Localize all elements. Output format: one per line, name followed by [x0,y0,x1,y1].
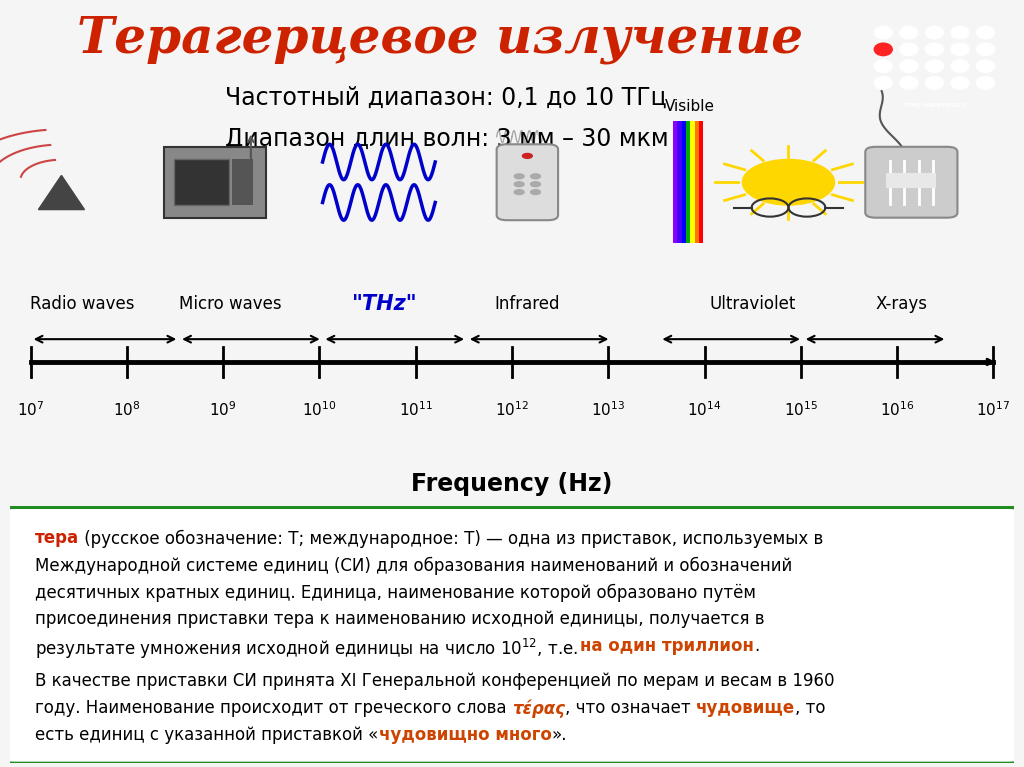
Bar [690,121,694,243]
Text: Диапазон длин волн: 3 мм – 30 мкм: Диапазон длин волн: 3 мм – 30 мкм [225,127,669,150]
Text: $10^{8}$: $10^{8}$ [114,400,140,419]
Circle shape [742,160,835,205]
Bar [694,121,699,243]
Text: Visible: Visible [666,99,715,114]
Circle shape [514,174,524,179]
Text: (русское обозначение: Т; международное: Т) — одна из приставок, используемых в: (русское обозначение: Т; международное: … [80,529,823,548]
FancyBboxPatch shape [497,144,558,220]
Polygon shape [39,176,84,209]
Text: $10^{17}$: $10^{17}$ [976,400,1011,419]
Bar [682,121,686,243]
Circle shape [874,60,892,72]
Circle shape [530,182,541,186]
Circle shape [530,189,541,195]
Text: $10^{9}$: $10^{9}$ [210,400,237,419]
Circle shape [977,77,994,89]
Text: Radio waves: Radio waves [30,295,134,313]
Text: $10^{11}$: $10^{11}$ [398,400,433,419]
Circle shape [874,77,892,89]
Text: Международной системе единиц (СИ) для образования наименований и обозначений: Международной системе единиц (СИ) для об… [35,556,793,574]
Bar [673,121,677,243]
Text: Infrared: Infrared [495,295,560,313]
Text: В качестве приставки СИ принята XI Генеральной конференцией по мерам и весам в 1: В качестве приставки СИ принята XI Генер… [35,673,835,690]
Circle shape [926,60,943,72]
Text: τέρας: τέρας [512,700,565,718]
Bar [677,121,682,243]
Text: чудовище: чудовище [696,700,795,717]
FancyBboxPatch shape [865,146,957,218]
Text: результате умножения исходной единицы на число $10^{12}$, т.е.: результате умножения исходной единицы на… [35,637,581,661]
Circle shape [951,60,969,72]
Circle shape [514,182,524,186]
Circle shape [951,43,969,56]
Text: , то: , то [795,700,825,717]
Circle shape [926,77,943,89]
Bar [173,160,228,206]
Text: есть единиц с указанной приставкой «: есть единиц с указанной приставкой « [35,726,379,744]
Text: Частотный диапазон: 0,1 до 10 ТГц: Частотный диапазон: 0,1 до 10 ТГц [225,86,667,110]
Circle shape [926,43,943,56]
Text: тера: тера [35,529,80,548]
Circle shape [926,26,943,39]
Bar [231,160,253,206]
FancyBboxPatch shape [0,506,1023,765]
Text: $10^{7}$: $10^{7}$ [17,400,44,419]
Text: .: . [754,637,760,655]
Text: $10^{13}$: $10^{13}$ [591,400,626,419]
Text: присоединения приставки тера к наименованию исходной единицы, получается в: присоединения приставки тера к наименова… [35,611,765,628]
Circle shape [900,26,918,39]
Circle shape [874,43,892,56]
Text: году. Наименование происходит от греческого слова: году. Наименование происходит от греческ… [35,700,512,717]
Bar [686,121,690,243]
Circle shape [530,174,541,179]
Bar [699,121,703,243]
Text: на один триллион: на один триллион [581,637,754,655]
Circle shape [977,60,994,72]
Text: , что означает: , что означает [565,700,696,717]
Text: ».: ». [552,726,567,744]
Text: ITMO UNIVERSITY: ITMO UNIVERSITY [903,103,966,108]
Circle shape [977,43,994,56]
Text: Терагерцевое излучение: Терагерцевое излучение [77,15,804,64]
Circle shape [514,189,524,195]
Text: X-rays: X-rays [876,295,927,313]
Circle shape [977,26,994,39]
Text: "THz": "THz" [351,294,417,314]
Circle shape [522,153,532,158]
Text: Frequency (Hz): Frequency (Hz) [412,472,612,496]
Circle shape [951,77,969,89]
Text: Micro waves: Micro waves [179,295,282,313]
FancyBboxPatch shape [164,146,266,218]
Text: чудовищно много: чудовищно много [379,726,552,744]
Text: десятичных кратных единиц. Единица, наименование которой образовано путём: десятичных кратных единиц. Единица, наим… [35,583,757,601]
Bar [887,173,937,189]
Text: Ultraviolet: Ultraviolet [710,295,796,313]
Circle shape [900,77,918,89]
Text: $10^{10}$: $10^{10}$ [302,400,337,419]
Circle shape [900,43,918,56]
Circle shape [874,26,892,39]
Text: $10^{14}$: $10^{14}$ [687,400,722,419]
Text: $10^{15}$: $10^{15}$ [783,400,818,419]
Circle shape [900,60,918,72]
Text: $10^{16}$: $10^{16}$ [880,400,914,419]
Circle shape [951,26,969,39]
Text: $10^{12}$: $10^{12}$ [495,400,529,419]
